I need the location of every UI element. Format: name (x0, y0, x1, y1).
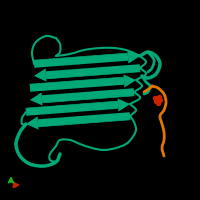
Polygon shape (34, 69, 46, 82)
Polygon shape (30, 77, 124, 92)
Polygon shape (118, 98, 130, 111)
Polygon shape (124, 74, 136, 87)
Polygon shape (34, 64, 140, 76)
Point (158, 98, 162, 102)
Polygon shape (34, 56, 140, 68)
Polygon shape (34, 53, 128, 68)
Point (154, 99, 158, 103)
Polygon shape (128, 50, 140, 63)
Polygon shape (30, 88, 134, 100)
Polygon shape (26, 112, 130, 124)
Polygon shape (26, 104, 130, 116)
Point (154, 97, 157, 100)
Polygon shape (30, 93, 42, 106)
Polygon shape (26, 101, 118, 116)
Polygon shape (26, 117, 38, 130)
Point (156, 101, 160, 105)
Polygon shape (42, 88, 134, 103)
Polygon shape (38, 112, 130, 127)
Polygon shape (30, 80, 136, 92)
Point (157, 95, 161, 99)
Polygon shape (46, 64, 140, 79)
